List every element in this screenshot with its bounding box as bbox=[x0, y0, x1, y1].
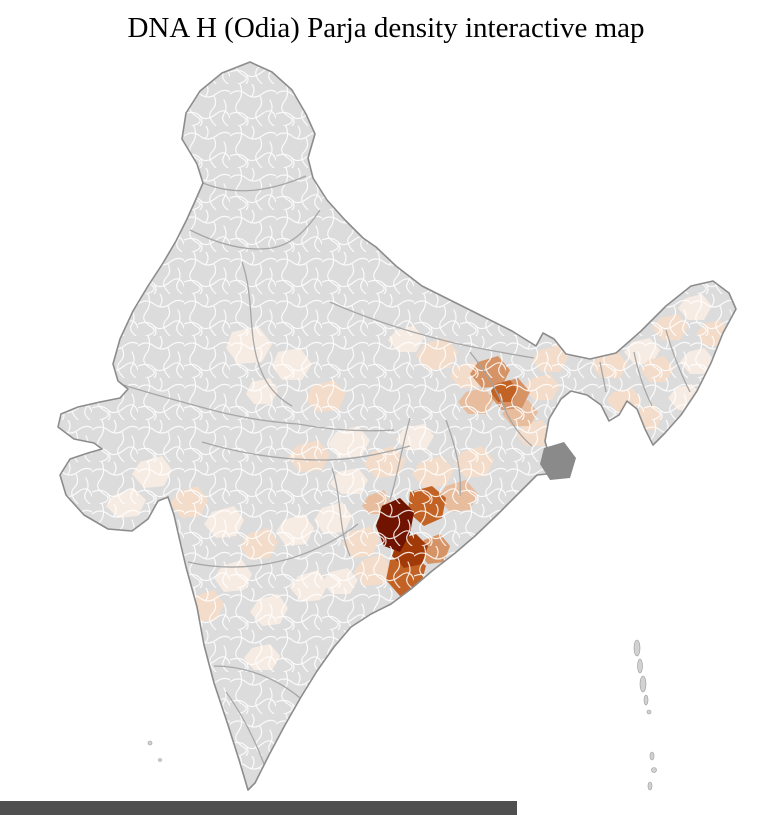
district-shape[interactable] bbox=[404, 600, 444, 632]
lakshadweep-islands bbox=[147, 740, 162, 762]
andaman-nicobar-islands bbox=[633, 639, 657, 791]
neighbor-region bbox=[540, 442, 576, 480]
district-grid bbox=[58, 62, 736, 790]
horizontal-scrollbar[interactable] bbox=[0, 801, 517, 815]
map-title: DNA H (Odia) Parja density interactive m… bbox=[127, 12, 645, 44]
mainland bbox=[57, 61, 737, 791]
state-borders bbox=[119, 175, 691, 765]
